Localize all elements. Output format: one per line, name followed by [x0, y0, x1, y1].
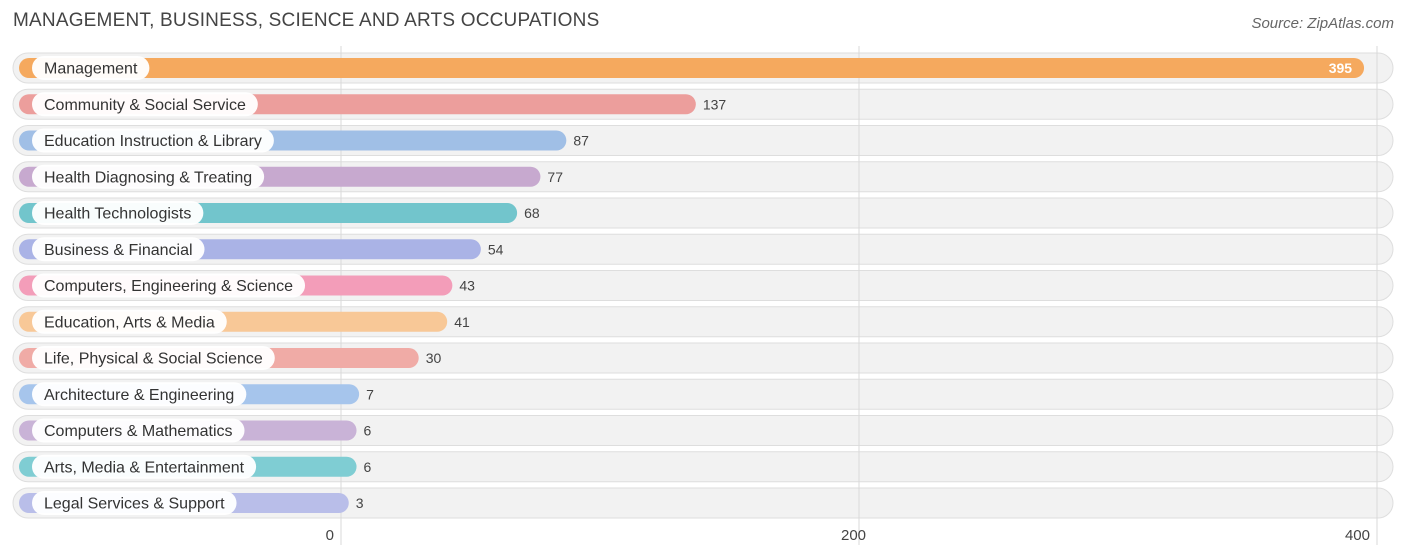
row-track [12, 415, 1394, 446]
value-label: 77 [547, 169, 563, 185]
value-label: 6 [364, 423, 372, 439]
value-label: 43 [459, 278, 475, 294]
category-label: Community & Social Service [44, 97, 246, 114]
bar [19, 58, 1365, 78]
category-label: Life, Physical & Social Science [44, 351, 263, 368]
label-pill [32, 56, 150, 80]
value-label: 395 [1329, 60, 1353, 76]
value-label: 137 [703, 96, 727, 112]
x-tick-label: 200 [841, 527, 866, 544]
chart-title: MANAGEMENT, BUSINESS, SCIENCE AND ARTS O… [13, 10, 600, 31]
label-pill [32, 454, 257, 479]
label-pill [32, 237, 205, 262]
label-pill [32, 418, 245, 443]
category-label: Legal Services & Support [44, 496, 225, 513]
label-pill [32, 491, 237, 515]
value-label: 87 [573, 133, 589, 149]
label-pill [32, 164, 265, 189]
value-label: 41 [454, 314, 470, 330]
row-track [12, 378, 1394, 410]
value-label: 7 [366, 386, 374, 402]
label-pill [32, 273, 306, 298]
category-label: Business & Financial [44, 242, 193, 259]
category-label: Management [44, 61, 138, 78]
value-label: 54 [488, 241, 504, 257]
label-pill [32, 346, 275, 370]
x-tick-label: 0 [326, 527, 334, 544]
value-label: 6 [364, 459, 372, 475]
label-pill [32, 92, 258, 117]
label-pill [32, 201, 204, 225]
value-label: 68 [524, 205, 540, 221]
label-pill [32, 128, 274, 153]
category-label: Health Technologists [44, 206, 191, 223]
category-label: Arts, Media & Entertainment [44, 459, 245, 476]
x-tick-label: 400 [1345, 527, 1370, 544]
category-label: Education, Arts & Media [44, 314, 215, 331]
category-label: Education Instruction & Library [44, 133, 262, 150]
category-label: Health Diagnosing & Treating [44, 169, 252, 186]
label-pill [32, 309, 227, 334]
category-label: Computers & Mathematics [44, 423, 233, 440]
row-track [12, 487, 1394, 519]
value-label: 30 [426, 350, 442, 366]
source-credit: Source: ZipAtlas.com [1251, 15, 1394, 32]
value-label: 3 [356, 495, 364, 511]
label-pill [32, 382, 247, 407]
row-track [12, 451, 1394, 483]
category-label: Computers, Engineering & Science [44, 278, 293, 295]
category-label: Architecture & Engineering [44, 387, 234, 404]
